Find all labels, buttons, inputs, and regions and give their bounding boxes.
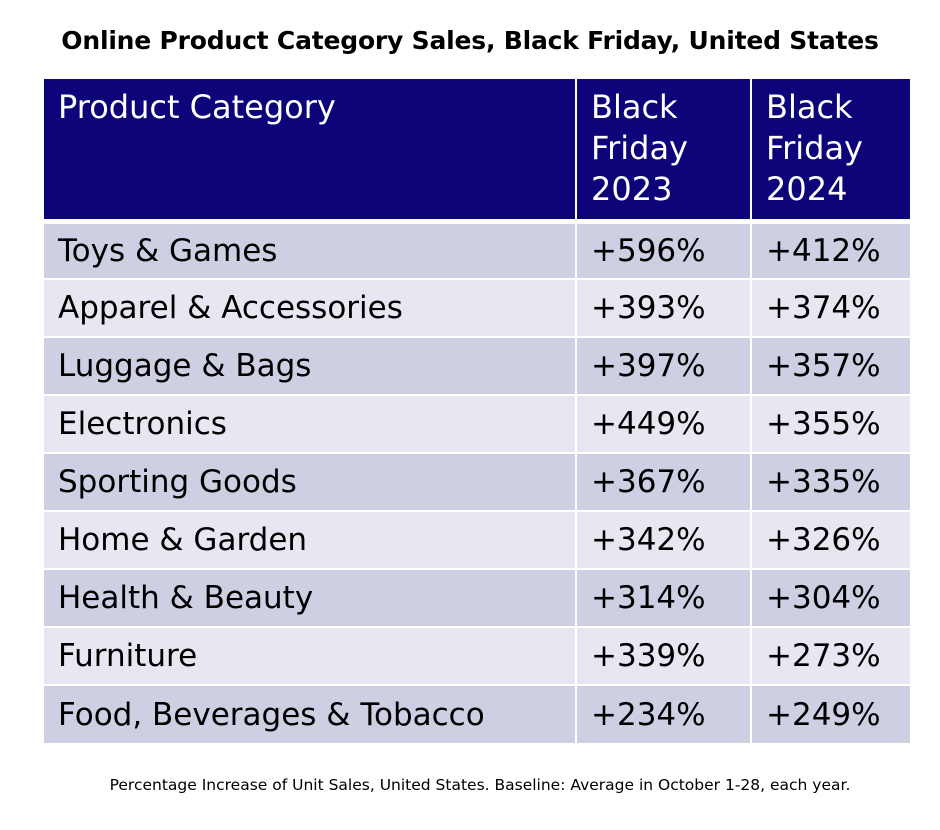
column-header-2023: Black Friday 2023 (576, 79, 752, 224)
value-2023-cell: +314% (576, 569, 752, 628)
category-cell: Furniture (44, 627, 577, 686)
category-cell: Toys & Games (44, 221, 577, 280)
category-cell: Luggage & Bags (44, 337, 577, 396)
value-2024-cell: +304% (751, 569, 910, 628)
table-row: Sporting Goods +367% +335% (44, 453, 910, 512)
value-2024-cell: +374% (751, 279, 910, 338)
value-2023-cell: +449% (576, 395, 752, 454)
column-header-2024: Black Friday 2024 (751, 79, 910, 224)
table-header: Product Category Black Friday 2023 Black… (44, 79, 910, 224)
header-row: Product Category Black Friday 2023 Black… (44, 79, 910, 224)
value-2023-cell: +234% (576, 685, 752, 743)
table-row: Toys & Games +596% +412% (44, 221, 910, 280)
value-2024-cell: +355% (751, 395, 910, 454)
value-2023-cell: +367% (576, 453, 752, 512)
category-cell: Sporting Goods (44, 453, 577, 512)
category-cell: Home & Garden (44, 511, 577, 570)
value-2023-cell: +342% (576, 511, 752, 570)
table-row: Apparel & Accessories +393% +374% (44, 279, 910, 338)
value-2024-cell: +357% (751, 337, 910, 396)
category-cell: Apparel & Accessories (44, 279, 577, 338)
value-2024-cell: +335% (751, 453, 910, 512)
value-2023-cell: +596% (576, 221, 752, 280)
value-2024-cell: +326% (751, 511, 910, 570)
table-row: Food, Beverages & Tobacco +234% +249% (44, 685, 910, 743)
table-row: Home & Garden +342% +326% (44, 511, 910, 570)
value-2024-cell: +249% (751, 685, 910, 743)
category-cell: Food, Beverages & Tobacco (44, 685, 577, 743)
value-2024-cell: +273% (751, 627, 910, 686)
category-cell: Health & Beauty (44, 569, 577, 628)
column-header-category: Product Category (44, 79, 577, 224)
value-2023-cell: +393% (576, 279, 752, 338)
footnote: Percentage Increase of Unit Sales, Unite… (109, 776, 851, 794)
table-row: Electronics +449% +355% (44, 395, 910, 454)
value-2023-cell: +397% (576, 337, 752, 396)
table-row: Luggage & Bags +397% +357% (44, 337, 910, 396)
category-cell: Electronics (44, 395, 577, 454)
table-row: Furniture +339% +273% (44, 627, 910, 686)
value-2023-cell: +339% (576, 627, 752, 686)
table-row: Health & Beauty +314% +304% (44, 569, 910, 628)
value-2024-cell: +412% (751, 221, 910, 280)
sales-table: Product Category Black Friday 2023 Black… (44, 79, 910, 743)
chart-title: Online Product Category Sales, Black Fri… (61, 26, 879, 55)
table-body: Toys & Games +596% +412% Apparel & Accessor… (44, 221, 910, 743)
